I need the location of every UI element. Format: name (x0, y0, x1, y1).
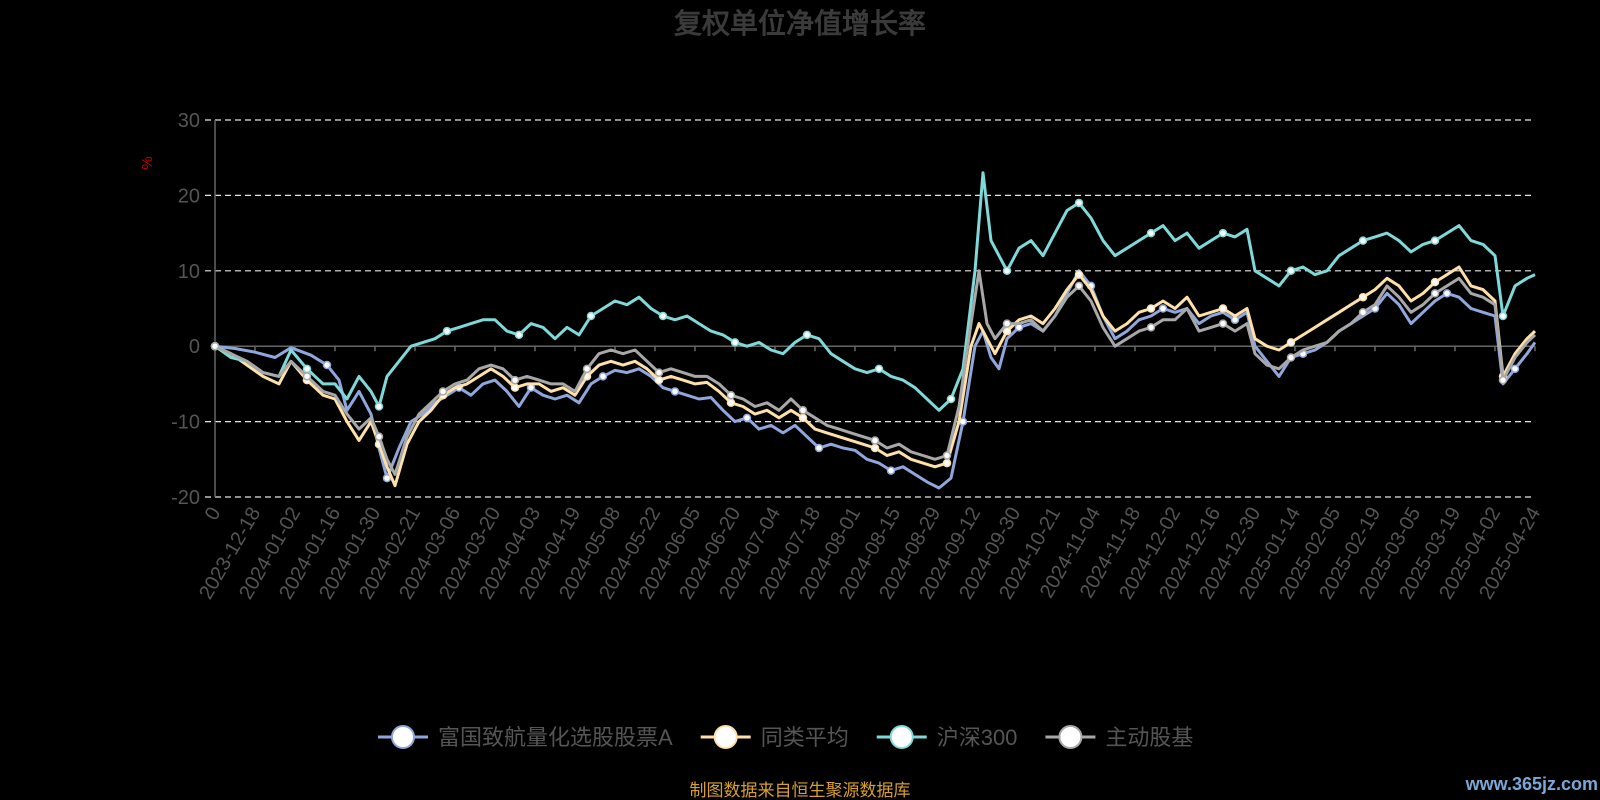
series-line-1 (214, 265, 1537, 488)
series-2-marker-108 (1498, 311, 1508, 321)
series-1-marker-84 (1218, 304, 1228, 313)
series-2-marker-102 (1430, 236, 1440, 245)
legend-item-0[interactable]: 富国致航量化选股股票A (378, 725, 673, 750)
y-axis-unit: % (139, 156, 156, 169)
series-3-marker-18 (438, 387, 448, 396)
series-3-marker-24 (510, 375, 520, 385)
series-line-3 (214, 269, 1537, 476)
legend-item-2[interactable]: 沪深300 (876, 725, 1018, 750)
series-2-marker-84 (1218, 228, 1228, 238)
y-tick-label-3: 0 (189, 336, 200, 358)
series-2-marker-60 (946, 394, 956, 404)
series-2-marker-30 (586, 311, 596, 321)
y-axis-ticks: 30 20 10 0 -10 -20 (171, 110, 200, 509)
y-tick-label-1: 20 (178, 185, 200, 207)
y-tick-label-2: 10 (178, 261, 200, 283)
x-axis-ticks: 02023-12-182024-01-022024-01-162024-01-3… (195, 504, 1545, 604)
series-2-marker-66 (1002, 266, 1012, 276)
series-2-marker-6 (302, 364, 312, 374)
series-0-marker-54 (886, 466, 896, 475)
series-1-marker-90 (1286, 338, 1296, 347)
watermark: www.365jz.com (1465, 774, 1598, 794)
series-0-marker-108 (1510, 364, 1520, 374)
legend-label-2: 沪深300 (937, 725, 1018, 750)
series-3-marker-84 (1218, 319, 1228, 328)
y-tick-label-4: -10 (171, 412, 200, 434)
legend-item-3[interactable]: 主动股基 (1045, 725, 1193, 750)
series-1-marker-36 (654, 375, 664, 385)
series-line-2 (214, 171, 1536, 412)
series-3-marker-0 (210, 341, 220, 351)
series-3-marker-48 (798, 406, 808, 415)
series-2-marker-72 (1074, 198, 1084, 208)
series-3-marker-108 (1498, 375, 1508, 385)
series-0-marker-78 (1158, 304, 1168, 313)
series-1-marker-72 (1074, 270, 1084, 279)
series-1-marker-60 (942, 458, 952, 468)
series-2-marker-24 (514, 330, 524, 340)
legend-label-3: 主动股基 (1105, 725, 1193, 750)
series-2-marker-12 (374, 402, 384, 411)
series-2-marker-36 (658, 311, 668, 321)
series-1-marker-54 (870, 443, 880, 453)
series-3-marker-42 (726, 390, 736, 400)
series-3-marker-54 (870, 436, 880, 445)
series-0 (210, 269, 1537, 490)
series-2-marker-18 (442, 326, 452, 336)
series-layer (210, 171, 1537, 490)
series-0-marker-6 (322, 360, 332, 370)
series-line-0 (214, 269, 1537, 490)
series-1-marker-24 (510, 383, 520, 392)
series-3 (210, 269, 1537, 476)
series-2-marker-78 (1146, 228, 1156, 238)
series-3-marker-102 (1430, 289, 1440, 298)
series-0-marker-42 (742, 413, 752, 423)
series-2-marker-96 (1358, 236, 1368, 245)
series-1-marker-78 (1146, 304, 1156, 313)
legend-label-0: 富国致航量化选股股票A (438, 725, 673, 750)
data-source-note: 制图数据来自恒生聚源数据库 (690, 781, 911, 800)
series-0-marker-48 (814, 443, 824, 453)
series-2 (210, 171, 1536, 412)
legend-label-1: 同类平均 (761, 725, 849, 750)
series-0-marker-102 (1442, 289, 1452, 298)
y-tick-label-5: -20 (171, 487, 200, 509)
x-tick-label-0: 0 (201, 504, 226, 525)
series-3-marker-12 (374, 432, 384, 441)
series-1-marker-48 (798, 413, 808, 423)
legend-marker-1 (713, 725, 738, 749)
series-1-marker-96 (1358, 292, 1368, 302)
legend-marker-0 (391, 725, 415, 749)
series-2-marker-48 (802, 330, 812, 340)
y-tick-label-0: 30 (178, 110, 200, 132)
series-3-marker-78 (1146, 323, 1156, 332)
series-3-marker-72 (1074, 281, 1084, 291)
chart-title: 复权单位净值增长率 (674, 7, 926, 39)
series-0-marker-36 (670, 387, 680, 396)
legend-marker-3 (1058, 725, 1083, 749)
series-3-marker-30 (582, 364, 592, 374)
series-3-marker-6 (302, 372, 312, 381)
legend-item-1[interactable]: 同类平均 (700, 725, 849, 750)
series-1-marker-102 (1430, 277, 1440, 287)
series-1 (210, 265, 1537, 488)
grid-layer (205, 119, 1535, 498)
series-3-marker-96 (1358, 308, 1368, 317)
series-3-marker-60 (942, 451, 952, 460)
series-3-marker-90 (1286, 353, 1296, 362)
series-2-marker-42 (730, 338, 740, 347)
series-0-marker-30 (598, 372, 608, 381)
legend: 富国致航量化选股股票A 同类平均 沪深300 主动股基 (378, 725, 1193, 750)
series-3-marker-36 (654, 368, 664, 377)
series-2-marker-54 (874, 364, 884, 374)
series-2-marker-90 (1286, 266, 1296, 276)
series-1-marker-42 (726, 398, 736, 407)
series-3-marker-66 (1002, 319, 1012, 328)
legend-marker-2 (889, 725, 914, 749)
